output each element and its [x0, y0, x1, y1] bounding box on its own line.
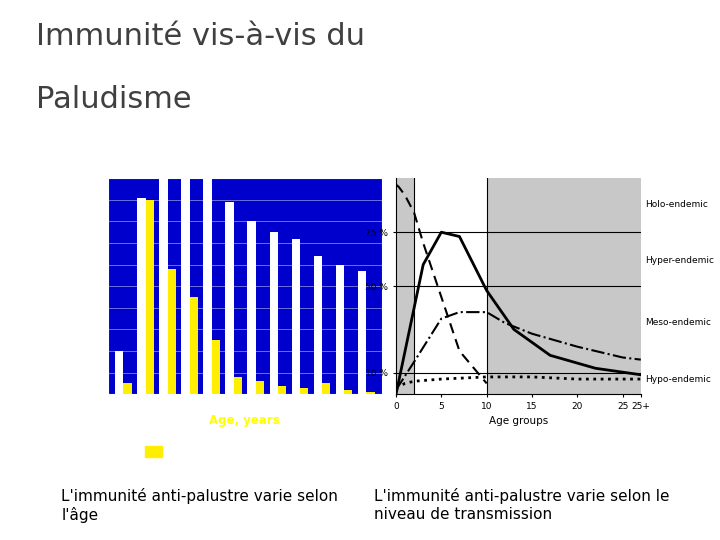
- Text: Hyper-endemic: Hyper-endemic: [645, 256, 714, 265]
- Bar: [212, 340, 220, 394]
- Bar: [137, 198, 145, 394]
- Bar: [115, 351, 123, 394]
- Bar: [396, 178, 414, 394]
- Bar: [269, 232, 278, 394]
- Bar: [344, 390, 353, 394]
- Bar: [168, 269, 176, 394]
- Bar: [234, 377, 242, 394]
- Bar: [225, 202, 234, 394]
- Text: Meso-endemic: Meso-endemic: [645, 319, 711, 327]
- Bar: [181, 178, 189, 394]
- Bar: [203, 178, 212, 394]
- Bar: [248, 221, 256, 394]
- Legend: Parasite prevalence, Parasite density: Parasite prevalence, Parasite density: [141, 424, 286, 462]
- Bar: [366, 392, 374, 394]
- Bar: [256, 381, 264, 394]
- Bar: [358, 271, 366, 394]
- Bar: [336, 265, 344, 394]
- Bar: [487, 178, 641, 394]
- Bar: [292, 239, 300, 394]
- Text: L'immunité anti-palustre varie selon
l'âge: L'immunité anti-palustre varie selon l'â…: [61, 488, 338, 523]
- Text: L'immunité anti-palustre varie selon le
niveau de transmission: L'immunité anti-palustre varie selon le …: [374, 488, 670, 522]
- Bar: [123, 383, 132, 394]
- Bar: [159, 178, 168, 394]
- X-axis label: Age, years: Age, years: [210, 414, 280, 427]
- Text: Hypo-endemic: Hypo-endemic: [645, 375, 711, 383]
- X-axis label: Age groups: Age groups: [489, 416, 548, 427]
- Bar: [145, 200, 154, 394]
- Text: Paludisme: Paludisme: [36, 85, 192, 113]
- Text: Holo-endemic: Holo-endemic: [645, 200, 708, 208]
- Text: Immunité vis-à-vis du: Immunité vis-à-vis du: [36, 22, 365, 51]
- Bar: [278, 386, 287, 394]
- Bar: [314, 256, 322, 394]
- Bar: [322, 383, 330, 394]
- Bar: [300, 388, 308, 394]
- Bar: [189, 297, 198, 394]
